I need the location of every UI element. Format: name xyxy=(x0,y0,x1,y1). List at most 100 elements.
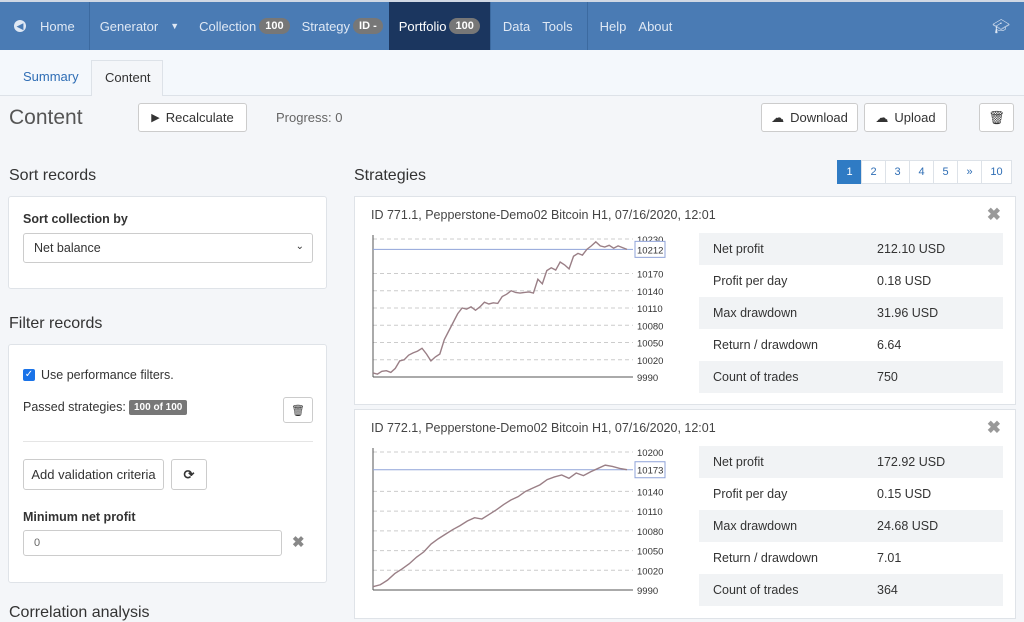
min-profit-label: Minimum net profit xyxy=(23,510,136,524)
download-button[interactable]: ☁ Download xyxy=(761,103,858,132)
y-tick-label: 10140 xyxy=(637,487,663,498)
correlation-heading: Correlation analysis xyxy=(9,604,150,621)
close-icon[interactable]: ✖ xyxy=(986,418,1001,437)
y-tick-label: 10020 xyxy=(637,356,663,367)
page-link[interactable]: 4 xyxy=(909,160,934,184)
y-tick-label: 10110 xyxy=(637,304,663,315)
trash-icon: 🗑︎ xyxy=(988,109,1005,125)
stat-label: Max drawdown xyxy=(713,519,798,533)
use-filters-label: Use performance filters. xyxy=(41,368,174,382)
y-tick-label: 9990 xyxy=(637,373,658,384)
stats-table: Net profit 172.92 USD Profit per day 0.15 U… xyxy=(699,446,1003,606)
add-criteria-label: Add validation criteria xyxy=(31,467,156,482)
pagination: 1 2 3 4 5» 10 xyxy=(837,160,1012,184)
last-value-box xyxy=(634,240,666,258)
stats-row: Net profit 212.10 USD xyxy=(699,233,1003,265)
passed-label: Passed strategies: xyxy=(23,400,126,414)
y-tick-label: 10230 xyxy=(637,235,663,246)
page-link[interactable]: 5 xyxy=(933,160,958,184)
progress-text: Progress: 0 xyxy=(276,110,343,125)
sort-select-value: Net balance xyxy=(34,241,101,255)
y-tick-label: 10170 xyxy=(637,270,663,281)
collection-badge: 100 xyxy=(259,18,290,34)
equity-line xyxy=(372,240,628,375)
sort-panel: Sort collection by Net balance ⌄ xyxy=(8,196,327,289)
min-profit-input[interactable]: 0 xyxy=(23,530,282,556)
nav-collection[interactable]: Collection 100 xyxy=(193,2,295,50)
stat-value: 6.64 xyxy=(877,338,902,352)
upload-button[interactable]: ☁ Upload xyxy=(864,103,947,132)
y-tick-label: 10110 xyxy=(637,507,663,518)
page-link[interactable]: 10 xyxy=(981,160,1012,184)
close-icon[interactable]: ✖ xyxy=(986,205,1001,224)
passed-badge: 100 of 100 xyxy=(129,400,188,415)
recalculate-label: Recalculate xyxy=(165,110,234,125)
stats-row: Return / drawdown 6.64 xyxy=(699,329,1003,361)
nav-portfolio[interactable]: Portfolio 100 xyxy=(388,2,490,50)
nav-about[interactable]: About xyxy=(632,2,678,50)
last-value-label: 10212 xyxy=(637,245,663,256)
graduation-cap-icon[interactable]: 🎓︎ xyxy=(992,18,1010,34)
remove-criterion-icon[interactable]: ✖ xyxy=(292,534,305,551)
y-tick-label: 10080 xyxy=(637,321,663,332)
stat-value: 7.01 xyxy=(877,551,902,565)
nav-data[interactable]: Data xyxy=(497,2,536,50)
stats-row: Return / drawdown 7.01 xyxy=(699,542,1003,574)
sort-label: Sort collection by xyxy=(23,212,128,226)
stats-row: Net profit 172.92 USD xyxy=(699,446,1003,478)
strategy-card[interactable]: ID 772.1, Pepperstone-Demo02 Bitcoin H1,… xyxy=(354,409,1016,619)
recalculate-button[interactable]: ▶ Recalculate xyxy=(138,103,247,132)
download-label: Download xyxy=(790,110,848,125)
nav-generator-label: Generator xyxy=(99,18,159,34)
trash-icon: 🗑︎ xyxy=(291,404,305,417)
y-tick-label: 10020 xyxy=(637,566,663,577)
min-profit-value: 0 xyxy=(34,537,41,549)
page-link[interactable]: » xyxy=(957,160,982,184)
nav-home[interactable]: ◀ Home xyxy=(0,2,81,50)
stat-value: 0.15 USD xyxy=(877,487,932,501)
nav-tools-label: Tools xyxy=(542,18,573,34)
page-link[interactable]: 2 xyxy=(861,160,886,184)
refresh-icon: ⟳ xyxy=(183,466,195,482)
strategy-title[interactable]: ID 772.1, Pepperstone-Demo02 Bitcoin H1,… xyxy=(371,421,716,435)
portfolio-badge: 100 xyxy=(449,18,480,34)
nav-tools[interactable]: Tools xyxy=(536,2,578,50)
stat-label: Count of trades xyxy=(713,583,799,597)
equity-line xyxy=(372,464,628,588)
strategy-card[interactable]: ID 771.1, Pepperstone-Demo02 Bitcoin H1,… xyxy=(354,196,1016,405)
back-arrow-icon: ◀ xyxy=(14,20,26,32)
nav-strategy[interactable]: Strategy ID - xyxy=(296,2,389,50)
strategy-title[interactable]: ID 771.1, Pepperstone-Demo02 Bitcoin H1,… xyxy=(371,208,716,222)
stat-value: 0.18 USD xyxy=(877,274,932,288)
y-tick-label: 10140 xyxy=(637,287,663,298)
strategies-heading: Strategies xyxy=(354,167,427,184)
sort-heading: Sort records xyxy=(9,167,97,184)
y-tick-label: 10050 xyxy=(637,339,663,350)
equity-chart: 10200 10140 10110 10080 10050 10020 9990 10173 xyxy=(372,448,666,597)
stat-value: 172.92 USD xyxy=(877,455,946,469)
page-title: Content xyxy=(9,106,83,129)
page-link[interactable]: 3 xyxy=(885,160,910,184)
nav-about-label: About xyxy=(638,18,673,34)
clear-filters-button[interactable]: 🗑︎ xyxy=(283,397,313,423)
nav-collection-label: Collection xyxy=(199,18,257,34)
stats-row: Profit per day 0.15 USD xyxy=(699,478,1003,510)
tab-content[interactable]: Content xyxy=(91,60,163,96)
stat-value: 24.68 USD xyxy=(877,519,939,533)
nav-help[interactable]: Help xyxy=(594,2,633,50)
delete-all-button[interactable]: 🗑︎ xyxy=(979,103,1014,132)
stats-row: Count of trades 750 xyxy=(699,361,1003,393)
last-value-label: 10173 xyxy=(637,466,663,477)
page-link[interactable]: 1 xyxy=(837,160,862,184)
refresh-button[interactable]: ⟳ xyxy=(171,459,207,490)
top-navbar: ◀ Home Generator ▼ Collection 100 Strategy I… xyxy=(0,0,1024,50)
tab-summary[interactable]: Summary xyxy=(23,69,79,84)
nav-generator[interactable]: Generator ▼ xyxy=(90,2,185,50)
use-filters-checkbox[interactable]: ✓ xyxy=(23,369,35,381)
stat-value: 750 xyxy=(877,370,898,384)
y-tick-label: 10200 xyxy=(637,448,663,459)
add-validation-criteria-button[interactable]: Add validation criteria xyxy=(23,459,164,490)
y-tick-label: 10050 xyxy=(637,547,663,558)
upload-label: Upload xyxy=(894,110,936,125)
sort-select[interactable]: Net balance ⌄ xyxy=(23,233,313,263)
